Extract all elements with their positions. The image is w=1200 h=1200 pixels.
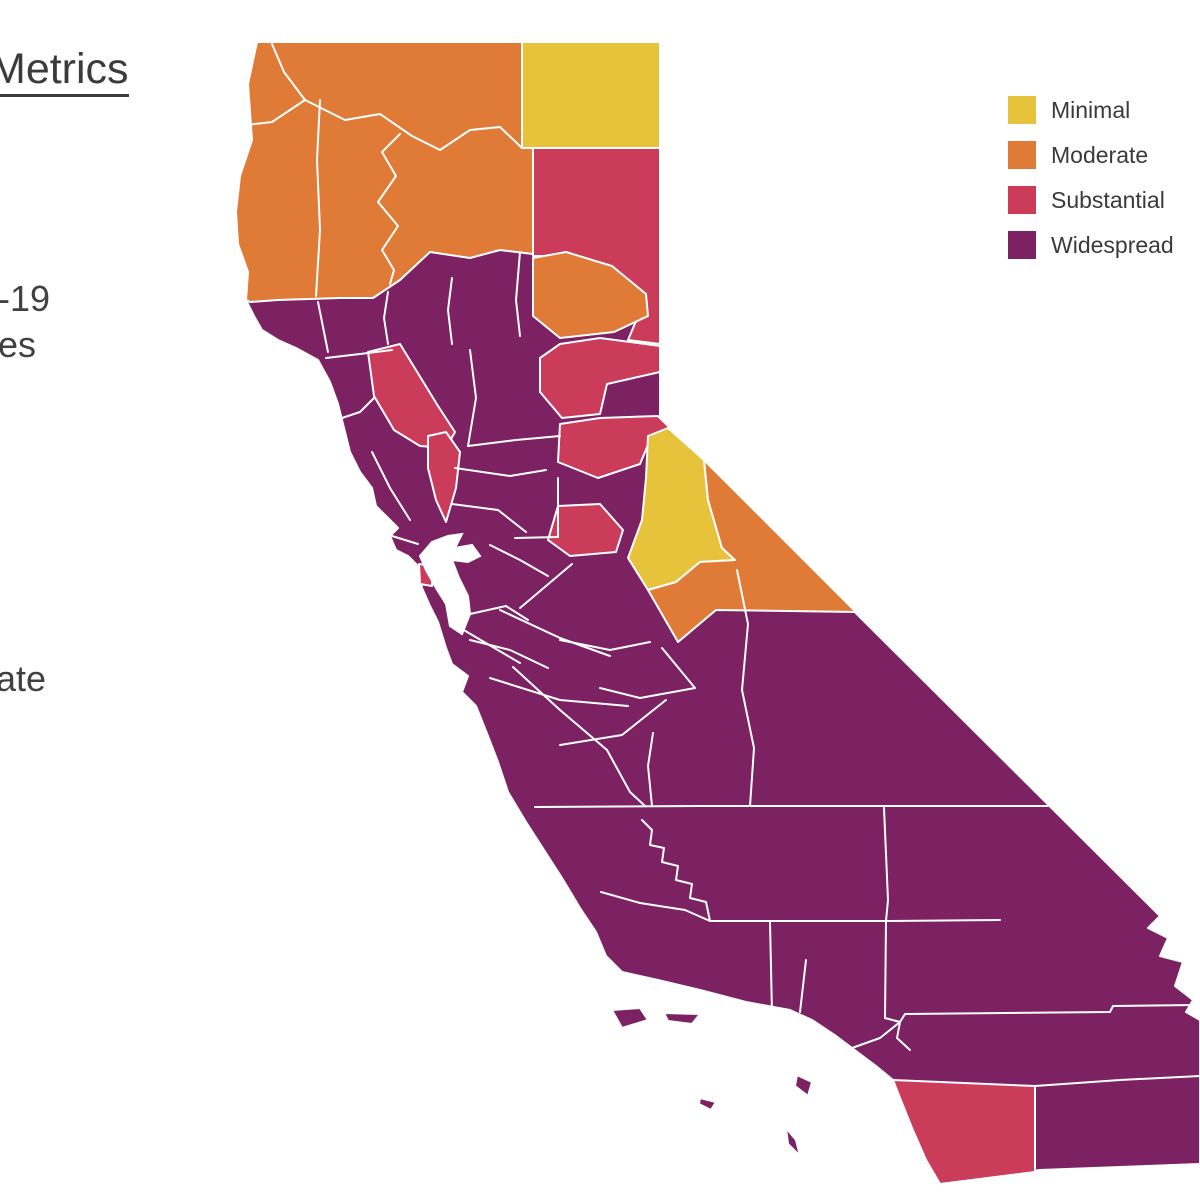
page-title: Metrics [0, 48, 129, 97]
legend-label: Moderate [1051, 141, 1149, 168]
channel-islands[interactable] [611, 1007, 813, 1157]
left-text-fragment: es [0, 324, 37, 365]
county-boundary-lines [237, 43, 1200, 1087]
county-region-mono[interactable] [647, 459, 857, 643]
legend-label: Widespread [1051, 231, 1174, 258]
legend-item-substantial[interactable]: Substantial [1008, 186, 1174, 214]
island-region [785, 1127, 801, 1157]
island-region [794, 1074, 813, 1097]
county-region-plumas[interactable] [532, 251, 649, 339]
legend-item-widespread[interactable]: Widespread [1008, 231, 1174, 259]
island-region [611, 1007, 649, 1029]
county-region-modoc[interactable] [521, 41, 661, 149]
substantial-swatch-icon [1008, 186, 1036, 214]
widespread-swatch-icon [1008, 231, 1036, 259]
island-region [663, 1012, 701, 1025]
legend-item-minimal[interactable]: Minimal [1008, 96, 1174, 124]
county-region-sierra-yuba[interactable] [539, 337, 661, 419]
left-text-fragment: -19 [0, 278, 51, 319]
county-region-widespread-base[interactable] [235, 41, 1200, 1185]
san-francisco-bay-water [418, 532, 482, 636]
moderate-swatch-icon [1008, 141, 1036, 169]
legend-item-moderate[interactable]: Moderate [1008, 141, 1174, 169]
county-region-napa[interactable] [427, 431, 461, 523]
legend-label: Substantial [1051, 186, 1165, 213]
county-region-san-diego[interactable] [892, 1079, 1036, 1185]
tier-legend: Minimal Moderate Substantial Widespread [1008, 96, 1174, 276]
legend-label: Minimal [1051, 96, 1131, 123]
left-text-fragment: ate [0, 658, 47, 699]
island-region [698, 1097, 717, 1111]
minimal-swatch-icon [1008, 96, 1036, 124]
